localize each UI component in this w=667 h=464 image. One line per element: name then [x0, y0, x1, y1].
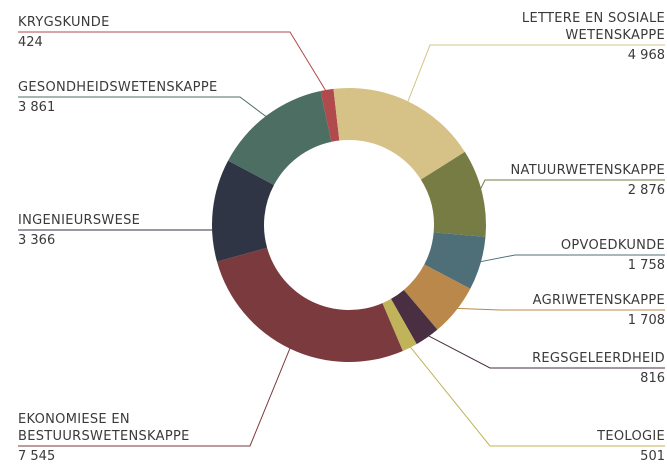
leader-line: [18, 344, 292, 447]
slice-label: GESONDHEIDSWETENSKAPPE: [18, 80, 218, 95]
leader-line: [18, 31, 329, 94]
slice-label: OPVOEDKUNDE: [560, 238, 665, 253]
value-label: 501: [640, 449, 665, 464]
slice: [391, 289, 438, 345]
slice-label: TEOLOGIE: [597, 429, 665, 444]
slice-label: LETTERE EN SOSIALE WETENSKAPPE: [521, 11, 665, 43]
value-label: 4 968: [627, 48, 665, 63]
leader-line: [477, 179, 665, 194]
slice-label: AGRIWETENSKAPPE: [532, 293, 665, 308]
value-label: 3 366: [18, 233, 56, 248]
slice: [424, 232, 486, 289]
slice: [228, 90, 332, 186]
value-label: 1 708: [627, 313, 665, 328]
leader-line: [18, 96, 270, 120]
slice-label: REGSGELEERDHEID: [532, 351, 665, 366]
leader-line: [18, 210, 218, 231]
slice-label: NATUURWETENSKAPPE: [510, 163, 665, 178]
slice: [420, 151, 486, 237]
slice-label: KRYGSKUNDE: [18, 15, 110, 30]
leader-line: [476, 254, 665, 263]
leader-line: [407, 343, 665, 447]
value-label: 7 545: [18, 449, 56, 464]
value-label: 1 758: [627, 258, 665, 273]
slice: [212, 160, 274, 262]
slice-label: INGENIEURSWESE: [18, 213, 141, 228]
slice: [382, 298, 417, 351]
slice: [403, 264, 471, 330]
leader-line: [424, 333, 665, 369]
value-label: 3 861: [18, 100, 56, 115]
slice: [333, 88, 465, 180]
leader-line: [406, 44, 665, 106]
value-label: 424: [18, 35, 43, 50]
value-label: 816: [640, 371, 665, 386]
slice: [320, 88, 340, 142]
leader-line: [452, 307, 665, 311]
value-label: 2 876: [627, 183, 665, 198]
slice-label: EKONOMIESE EN BESTUURSWETENSKAPPE: [18, 412, 190, 444]
slice: [216, 247, 403, 363]
